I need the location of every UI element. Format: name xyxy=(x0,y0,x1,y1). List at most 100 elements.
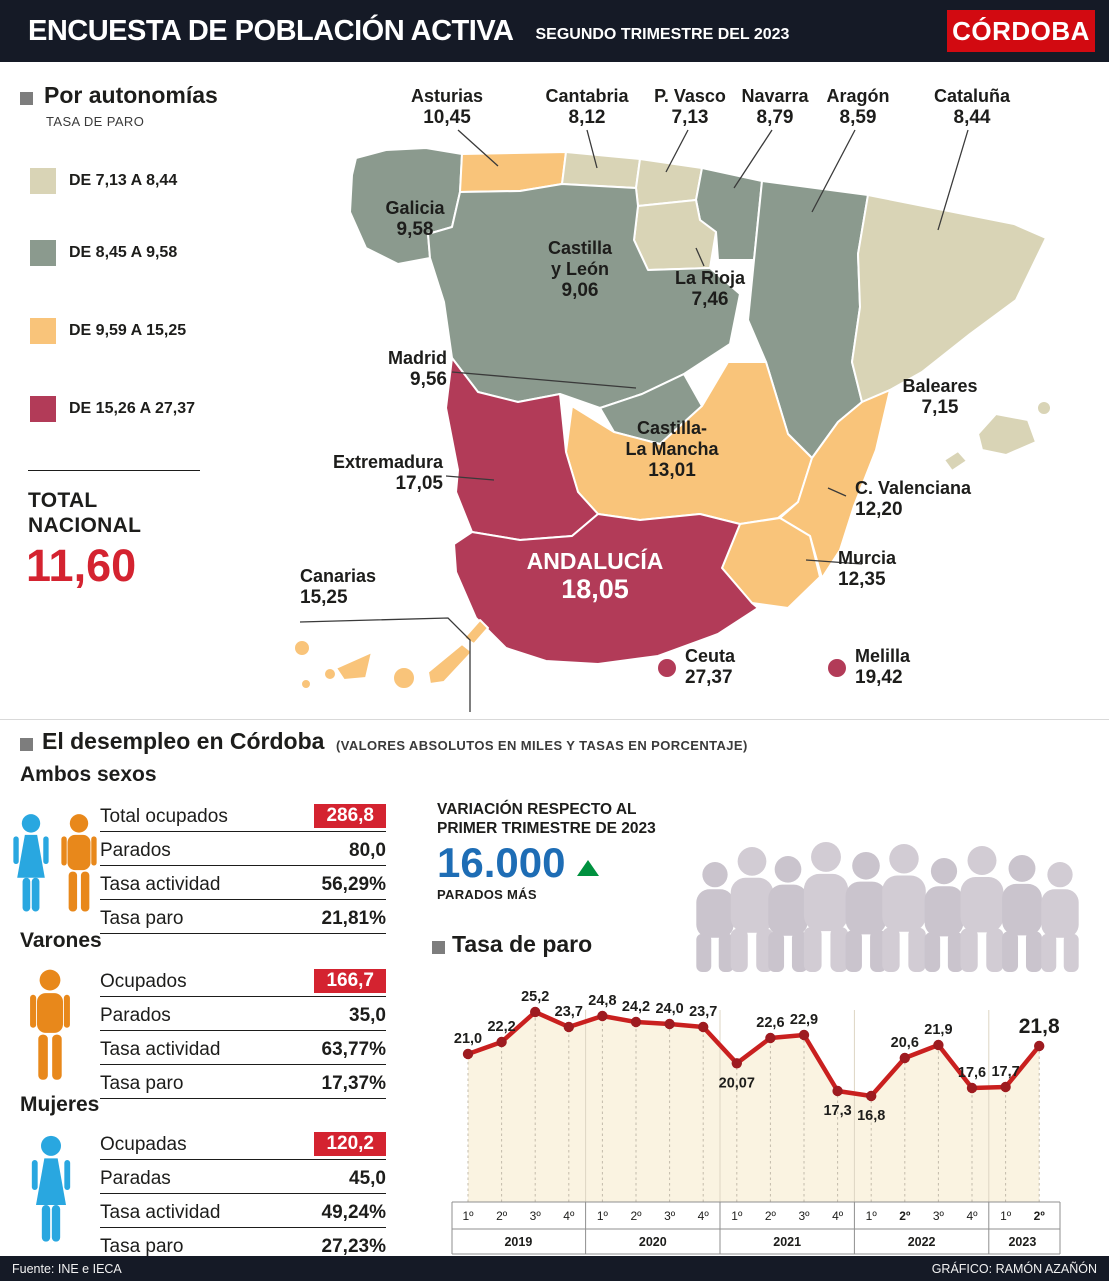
region-label-name: La Rioja xyxy=(674,268,746,288)
region-label-name: Cataluña xyxy=(933,86,1011,106)
chart-axis-quarter: 4º xyxy=(966,1209,978,1223)
chart-axis-year: 2019 xyxy=(504,1235,532,1249)
chart-axis-quarter: 1º xyxy=(1000,1209,1012,1223)
region-label-name: La Mancha xyxy=(625,439,719,459)
legend-label: DE 7,13 A 8,44 xyxy=(69,172,178,189)
region-canarias-lapalma xyxy=(293,639,311,657)
cordoba-logo-text: CÓRDOBA xyxy=(952,15,1090,46)
stats-label: Parados xyxy=(100,1005,171,1026)
unemployment-rate-line-chart: 21,0 22,2 25,2 23,7 24,8 24,2 24,0 23,7 20,07 22,… xyxy=(451,989,1061,1255)
map-label-valenciana: C. Valenciana 12,20 xyxy=(855,478,971,521)
map-label-larioja: La Rioja 7,46 xyxy=(675,268,745,311)
stats-label: Ocupadas xyxy=(100,1134,187,1155)
chart-value-label: 22,6 xyxy=(756,1015,784,1031)
woman-icon xyxy=(31,1135,71,1242)
chart-point xyxy=(933,1039,944,1051)
chart-point xyxy=(832,1085,843,1097)
woman-pictogram xyxy=(8,797,54,931)
map-label-ceuta: Ceuta 27,37 xyxy=(658,646,735,689)
stats-label: Ocupados xyxy=(100,971,187,992)
legend-label: DE 15,26 A 27,37 xyxy=(69,400,196,417)
variation-line2: PRIMER TRIMESTRE DE 2023 xyxy=(437,820,656,837)
chart-value-label: 22,9 xyxy=(790,1012,818,1028)
ceuta-dot-icon xyxy=(658,658,676,677)
region-label-value: 9,56 xyxy=(410,369,447,390)
chart-axis-quarter: 4º xyxy=(698,1209,710,1223)
total-label-1: TOTAL xyxy=(28,489,98,512)
chart-title: Tasa de paro xyxy=(452,931,593,957)
region-label-value: 8,59 xyxy=(839,107,877,128)
chart-axis-quarter: 1º xyxy=(731,1209,743,1223)
region-canarias-fuerteventura xyxy=(427,643,473,685)
chart-point xyxy=(462,1048,474,1060)
stats-row: Paradas 45,0 xyxy=(100,1160,386,1194)
map-label-pvasco: P. Vasco 7,13 xyxy=(654,86,726,129)
chart-axis-quarter: 3º xyxy=(530,1209,542,1223)
section-bullet xyxy=(20,738,33,751)
map-section-title: Por autonomías xyxy=(44,82,218,108)
chart-point xyxy=(698,1021,709,1033)
chart-axis-year: 2021 xyxy=(773,1235,801,1249)
chart-value-label: 21,8 xyxy=(1019,1015,1060,1038)
chart-line xyxy=(465,1009,1042,1099)
chart-axis-quarter: 3º xyxy=(798,1209,810,1223)
canarias-inset-border xyxy=(299,617,471,712)
region-label-name: C. Valenciana xyxy=(855,478,972,498)
unemployment-section-subtitle: (VALORES ABSOLUTOS EN MILES Y TASAS EN P… xyxy=(336,738,748,753)
region-label-value: 18,05 xyxy=(561,574,629,604)
silhouette-person xyxy=(1041,862,1079,972)
map-label-asturias: Asturias 10,45 xyxy=(411,86,483,129)
chart-value-label: 17,6 xyxy=(958,1065,986,1081)
spain-choropleth-map xyxy=(293,129,1052,712)
stats-row: Ocupadas 120,2 xyxy=(100,1126,386,1160)
chart-value-label: 24,0 xyxy=(655,1001,683,1017)
silhouette-person xyxy=(768,856,808,972)
chart-point xyxy=(765,1032,776,1044)
stats-label: Parados xyxy=(100,840,171,861)
chart-value-label: 23,7 xyxy=(689,1004,717,1020)
header-bar: ENCUESTA DE POBLACIÓN ACTIVA SEGUNDO TRI… xyxy=(0,0,1109,62)
variation-value: 16.000 xyxy=(437,839,566,886)
legend-item: DE 7,13 A 8,44 xyxy=(30,168,177,194)
chart-value-label: 22,2 xyxy=(487,1019,515,1035)
stats-row: Tasa actividad 63,77% xyxy=(100,1031,386,1065)
group-title-0: Ambos sexos xyxy=(20,763,157,786)
silhouette-person xyxy=(696,862,734,972)
map-section-subtitle: TASA DE PARO xyxy=(46,114,145,129)
stats-value: 63,77% xyxy=(321,1039,386,1060)
chart-axis-quarter: 2º xyxy=(899,1209,911,1223)
chart-point xyxy=(563,1021,574,1033)
chart-point xyxy=(1034,1040,1045,1052)
up-arrow-icon xyxy=(577,860,600,876)
stats-table: Ocupadas 120,2 Paradas 45,0 Tasa actividad 49… xyxy=(100,1126,386,1262)
region-label-name: Castilla- xyxy=(636,418,708,438)
variation-caption: PARADOS MÁS xyxy=(437,887,537,902)
man-icon xyxy=(61,814,97,912)
stats-row: Tasa actividad 49,24% xyxy=(100,1194,386,1228)
region-label-name: Cantabria xyxy=(545,86,629,106)
chart-axis-quarter: 2º xyxy=(1034,1209,1046,1223)
stats-value: 286,8 xyxy=(314,804,386,828)
region-label-name: Baleares xyxy=(902,376,978,396)
region-label-value: 13,01 xyxy=(648,460,696,481)
legend-swatch xyxy=(30,318,56,344)
man-pictogram xyxy=(56,797,102,931)
variation-block: VARIACIÓN RESPECTO AL PRIMER TRIMESTRE D… xyxy=(437,800,697,902)
region-label-name: Castilla xyxy=(547,238,613,258)
region-label-name: Canarias xyxy=(300,566,377,586)
chart-axis-quarter: 1º xyxy=(462,1209,474,1223)
region-label-name: Galicia xyxy=(385,198,445,218)
region-label-value: 7,15 xyxy=(921,397,959,418)
map-label-cataluna: Cataluña 8,44 xyxy=(934,86,1010,129)
chart-point xyxy=(530,1006,541,1018)
region-label-name: Aragón xyxy=(826,86,890,106)
chart-point xyxy=(899,1052,910,1064)
legend-item: DE 9,59 A 15,25 xyxy=(30,318,186,344)
chart-value-label: 20,07 xyxy=(719,1075,755,1091)
region-label-name: Ceuta xyxy=(685,646,736,666)
woman-pictogram xyxy=(26,1126,76,1254)
section-divider xyxy=(0,719,1109,720)
stats-row: Parados 80,0 xyxy=(100,832,386,866)
stats-label: Paradas xyxy=(100,1168,171,1189)
